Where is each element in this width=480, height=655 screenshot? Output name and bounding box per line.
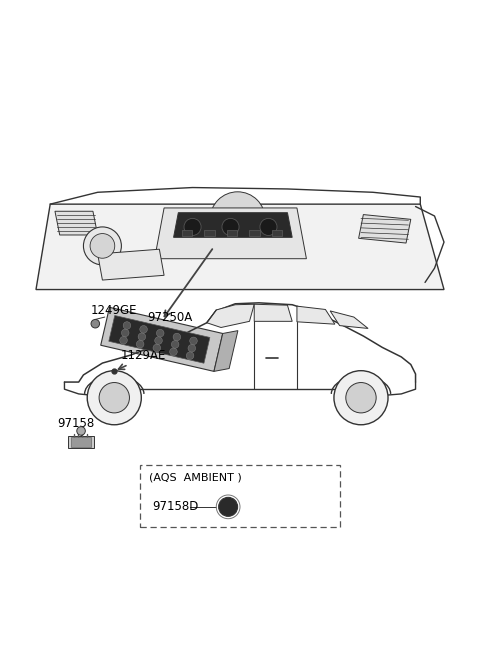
Circle shape bbox=[91, 320, 99, 328]
Polygon shape bbox=[101, 307, 223, 371]
Circle shape bbox=[155, 337, 162, 345]
Text: 97250A: 97250A bbox=[147, 310, 193, 324]
Circle shape bbox=[184, 218, 201, 235]
Circle shape bbox=[84, 227, 121, 265]
Bar bbox=[249, 230, 260, 236]
Circle shape bbox=[99, 383, 130, 413]
Polygon shape bbox=[97, 249, 164, 280]
Polygon shape bbox=[254, 305, 292, 322]
Circle shape bbox=[138, 333, 145, 341]
Circle shape bbox=[186, 352, 194, 360]
Bar bbox=[181, 230, 192, 236]
Circle shape bbox=[77, 426, 85, 435]
Circle shape bbox=[140, 326, 147, 333]
Text: 1249GE: 1249GE bbox=[91, 303, 137, 316]
Polygon shape bbox=[55, 212, 97, 235]
Circle shape bbox=[123, 322, 131, 329]
Circle shape bbox=[190, 337, 197, 345]
Circle shape bbox=[334, 371, 388, 424]
Polygon shape bbox=[36, 204, 444, 290]
Circle shape bbox=[171, 341, 179, 348]
Polygon shape bbox=[359, 215, 411, 243]
Text: 97158D: 97158D bbox=[152, 500, 199, 514]
Polygon shape bbox=[155, 208, 306, 259]
Polygon shape bbox=[214, 331, 238, 371]
Polygon shape bbox=[330, 311, 368, 328]
Circle shape bbox=[188, 345, 195, 352]
Text: 97158: 97158 bbox=[57, 417, 95, 430]
Bar bbox=[227, 230, 237, 236]
Circle shape bbox=[120, 337, 127, 344]
Polygon shape bbox=[297, 306, 335, 324]
Text: 1129AE: 1129AE bbox=[120, 348, 166, 362]
Polygon shape bbox=[174, 213, 292, 237]
Circle shape bbox=[87, 371, 141, 424]
Circle shape bbox=[121, 329, 129, 337]
FancyBboxPatch shape bbox=[140, 465, 340, 527]
Circle shape bbox=[219, 497, 238, 516]
Polygon shape bbox=[109, 316, 210, 364]
Polygon shape bbox=[68, 436, 94, 449]
Polygon shape bbox=[71, 437, 92, 447]
Circle shape bbox=[173, 333, 180, 341]
Circle shape bbox=[346, 383, 376, 413]
Circle shape bbox=[136, 341, 144, 348]
Text: (AQS  AMBIENT ): (AQS AMBIENT ) bbox=[149, 472, 241, 482]
Bar bbox=[272, 230, 282, 236]
Circle shape bbox=[90, 234, 115, 258]
Circle shape bbox=[222, 218, 239, 235]
Polygon shape bbox=[207, 305, 254, 328]
Circle shape bbox=[260, 218, 277, 235]
Bar bbox=[204, 230, 215, 236]
Circle shape bbox=[156, 329, 164, 337]
Circle shape bbox=[169, 348, 177, 356]
Circle shape bbox=[153, 344, 161, 352]
Circle shape bbox=[210, 192, 265, 247]
